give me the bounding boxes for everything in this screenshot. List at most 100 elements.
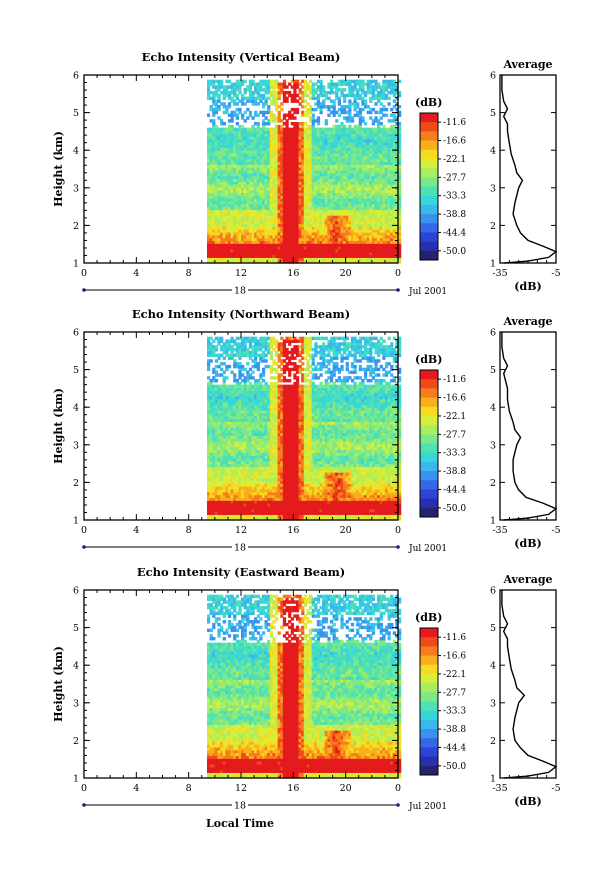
- heatmap-cell: [254, 102, 258, 106]
- heatmap-cell: [267, 184, 271, 188]
- heatmap-cell: [251, 144, 255, 148]
- heatmap-cell: [256, 133, 260, 137]
- heatmap-cell: [222, 85, 226, 89]
- heatmap-cell: [217, 169, 221, 174]
- heatmap-cell: [220, 102, 224, 106]
- heatmap-cell: [222, 181, 226, 185]
- heatmap-cell: [243, 240, 247, 244]
- heatmap-cell: [277, 220, 281, 225]
- heatmap-cell: [254, 184, 258, 188]
- heatmap-cell: [363, 99, 368, 103]
- heatmap-cell: [241, 192, 245, 196]
- heatmap-cell: [243, 212, 247, 216]
- heatmap-cell: [206, 209, 211, 213]
- heatmap-cell: [267, 172, 271, 177]
- heatmap-cell: [272, 195, 276, 199]
- heatmap-cell: [264, 206, 268, 211]
- heatmap-cell: [230, 136, 234, 140]
- heatmap-cell: [222, 169, 226, 174]
- heatmap-cell: [212, 200, 216, 205]
- heatmap-cell: [235, 178, 239, 182]
- heatmap-cell: [230, 220, 234, 225]
- heatmap-cell: [238, 82, 242, 86]
- heatmap-cell: [256, 136, 260, 140]
- panel-1: Echo Intensity (Northward Beam)0 4 8 12 16 20…: [52, 307, 561, 554]
- heatmap-cell: [220, 147, 224, 151]
- heatmap-cell: [233, 251, 237, 256]
- heatmap-cell: [209, 243, 213, 247]
- heatmap-cell: [272, 181, 276, 185]
- heatmap-cell: [251, 161, 255, 165]
- heatmap-cell: [251, 133, 255, 137]
- date-bar-end: [396, 288, 400, 292]
- heatmap-cell: [251, 260, 255, 264]
- heatmap-cell: [212, 79, 216, 84]
- heatmap-cell: [241, 203, 245, 208]
- heatmap-cell: [206, 186, 211, 191]
- heatmap-cell: [384, 107, 389, 112]
- heatmap-cell: [217, 164, 221, 168]
- heatmap-cell: [248, 155, 253, 160]
- heatmap-cell: [254, 138, 258, 143]
- heatmap-cell: [264, 169, 268, 174]
- heatmap-cell: [269, 119, 273, 123]
- heatmap-cell: [246, 254, 250, 258]
- heatmap-cell: [343, 88, 347, 92]
- heatmap-cell: [248, 217, 253, 222]
- heatmap-cell: [217, 248, 221, 253]
- heatmap-cell: [227, 164, 232, 168]
- heatmap-cell: [254, 153, 258, 157]
- heatmap-cell: [264, 175, 268, 179]
- heatmap-cell: [254, 237, 258, 242]
- heatmap-cell: [230, 175, 234, 179]
- colorbar-tick-label: -11.6: [443, 118, 466, 128]
- heatmap-cell: [225, 130, 229, 134]
- heatmap-cell: [264, 237, 268, 242]
- heatmap-cell: [209, 212, 213, 216]
- heatmap-cell: [272, 251, 276, 256]
- heatmap-cell: [246, 164, 250, 168]
- heatmap-cell: [243, 138, 247, 143]
- heatmap-cell: [212, 147, 216, 151]
- heatmap-cell: [256, 93, 260, 98]
- heatmap-cell: [222, 223, 226, 227]
- heatmap-cell: [275, 133, 279, 137]
- heatmap-cell: [272, 223, 276, 227]
- heatmap-cell: [251, 223, 255, 227]
- heatmap-cell: [243, 223, 247, 227]
- heatmap-cell: [212, 195, 216, 199]
- heatmap-cell: [209, 175, 213, 179]
- heatmap-cell: [272, 90, 276, 95]
- heatmap-cell: [206, 147, 211, 151]
- heatmap-cell: [241, 195, 245, 199]
- heatmap-cell: [209, 172, 213, 177]
- heatmap-cell: [225, 155, 229, 160]
- heatmap-cell: [269, 133, 273, 137]
- heatmap-cell: [251, 79, 255, 84]
- heatmap-cell: [225, 107, 229, 112]
- heatmap-cell: [243, 246, 247, 250]
- x-tick-label: 4: [133, 268, 139, 279]
- heatmap-cell: [233, 220, 237, 225]
- heatmap-cell: [254, 251, 258, 256]
- heatmap-cell: [267, 164, 271, 168]
- heatmap-cell: [214, 231, 219, 236]
- heatmap-cell: [217, 257, 221, 261]
- heatmap-cell: [246, 136, 250, 140]
- heatmap-cell: [214, 158, 219, 163]
- heatmap-cell: [217, 206, 221, 211]
- heatmap-cell: [212, 99, 216, 103]
- heatmap-cell: [220, 169, 224, 174]
- heatmap-cell: [212, 161, 216, 165]
- heatmap-cell: [230, 231, 234, 236]
- heatmap-cell: [209, 153, 213, 157]
- heatmap-cell: [209, 226, 213, 230]
- heatmap-cell: [254, 189, 258, 194]
- heatmap-cell: [222, 172, 226, 177]
- heatmap-cell: [230, 158, 234, 163]
- heatmap-cell: [254, 82, 258, 86]
- heatmap-cell: [238, 203, 242, 208]
- heatmap-cell: [220, 209, 224, 213]
- heatmap-cell: [275, 243, 279, 247]
- heatmap-cell: [259, 161, 263, 165]
